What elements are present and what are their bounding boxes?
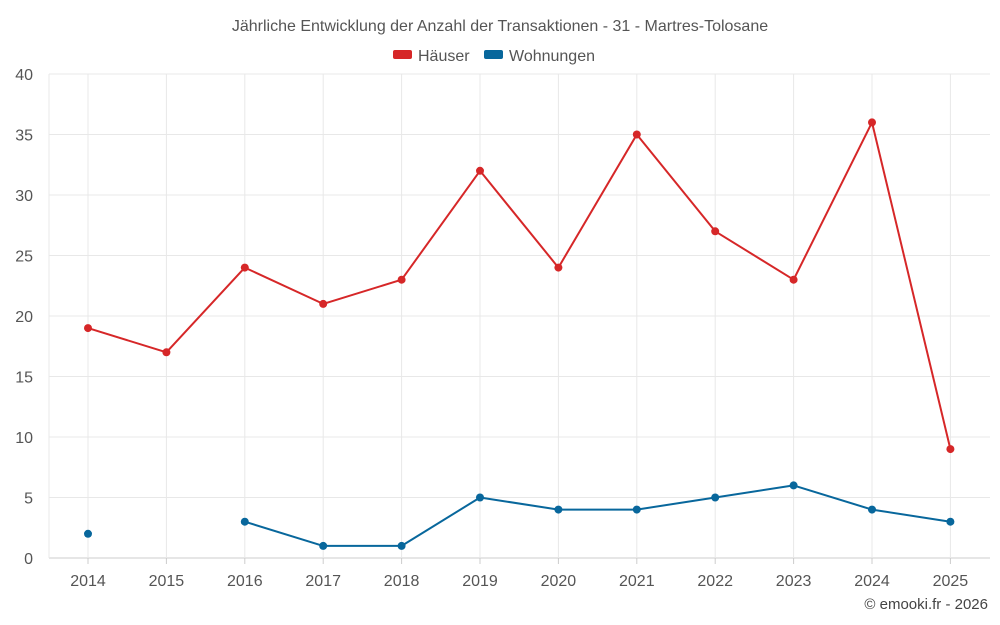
- legend-swatch-wohnungen: [484, 50, 503, 59]
- x-tick-label: 2018: [384, 573, 420, 590]
- series-line-haeuser: [87, 121, 952, 450]
- x-tick-label: 2015: [149, 573, 185, 590]
- data-point-haeuser-2024[interactable]: [868, 118, 876, 127]
- x-tick-label: 2021: [619, 573, 655, 590]
- series-haeuser: [84, 118, 955, 454]
- credit-text: © emooki.fr - 2026: [864, 596, 988, 613]
- data-point-wohnungen-2019[interactable]: [476, 493, 484, 502]
- y-tick-label: 0: [24, 551, 33, 568]
- data-point-wohnungen-2022[interactable]: [711, 493, 720, 502]
- data-point-wohnungen-2025[interactable]: [946, 517, 955, 526]
- x-tick-label: 2020: [541, 573, 577, 590]
- data-point-haeuser-2018[interactable]: [397, 275, 406, 284]
- chart-title: Jährliche Entwicklung der Anzahl der Tra…: [232, 18, 768, 35]
- x-tick-label: 2024: [854, 573, 890, 590]
- data-point-wohnungen-2016[interactable]: [240, 517, 249, 526]
- data-point-wohnungen-2014[interactable]: [84, 529, 92, 538]
- data-point-haeuser-2017[interactable]: [319, 299, 328, 308]
- x-axis-ticks: 2014 2015 2016 2017 2018 2019 2020 2021 2022 2023…: [70, 573, 968, 590]
- y-tick-label: 5: [24, 491, 33, 508]
- x-tick-label: 2014: [70, 573, 106, 590]
- x-tick-label: 2019: [462, 573, 498, 590]
- series-layer: [84, 118, 955, 550]
- y-tick-label: 40: [15, 67, 33, 84]
- data-point-wohnungen-2024[interactable]: [868, 505, 876, 514]
- data-point-wohnungen-2018[interactable]: [397, 541, 406, 550]
- legend: Häuser Wohnungen: [393, 48, 595, 65]
- x-tick-label: 2017: [305, 573, 341, 590]
- x-tick-label: 2022: [697, 573, 733, 590]
- y-tick-label: 30: [15, 188, 33, 205]
- data-point-haeuser-2023[interactable]: [789, 275, 798, 284]
- data-point-haeuser-2021[interactable]: [632, 130, 641, 139]
- series-wohnungen: [84, 481, 955, 550]
- y-axis-ticks: 0 5 10 15 20 25 30 35 40: [15, 67, 33, 568]
- data-point-haeuser-2020[interactable]: [554, 263, 563, 272]
- data-point-wohnungen-2023[interactable]: [789, 481, 798, 490]
- data-point-haeuser-2016[interactable]: [240, 263, 249, 272]
- data-point-haeuser-2014[interactable]: [84, 324, 92, 333]
- y-tick-label: 15: [15, 370, 33, 387]
- data-point-wohnungen-2020[interactable]: [554, 505, 563, 514]
- x-tick-label: 2025: [933, 573, 969, 590]
- data-point-haeuser-2025[interactable]: [946, 445, 955, 454]
- legend-label-wohnungen: Wohnungen: [509, 48, 595, 65]
- data-point-haeuser-2022[interactable]: [711, 227, 720, 236]
- y-tick-label: 10: [15, 430, 33, 447]
- legend-label-haeuser: Häuser: [418, 48, 470, 65]
- y-tick-label: 35: [15, 128, 33, 145]
- data-point-haeuser-2019[interactable]: [476, 166, 484, 175]
- series-line-wohnungen: [244, 484, 951, 547]
- data-point-wohnungen-2017[interactable]: [319, 541, 328, 550]
- data-point-wohnungen-2021[interactable]: [632, 505, 641, 514]
- data-point-haeuser-2015[interactable]: [162, 348, 171, 357]
- x-tick-label: 2016: [227, 573, 263, 590]
- grid-lines: [48, 73, 990, 564]
- legend-swatch-haeuser: [393, 50, 412, 59]
- y-tick-label: 20: [15, 309, 33, 326]
- x-tick-label: 2023: [776, 573, 812, 590]
- y-tick-label: 25: [15, 249, 33, 266]
